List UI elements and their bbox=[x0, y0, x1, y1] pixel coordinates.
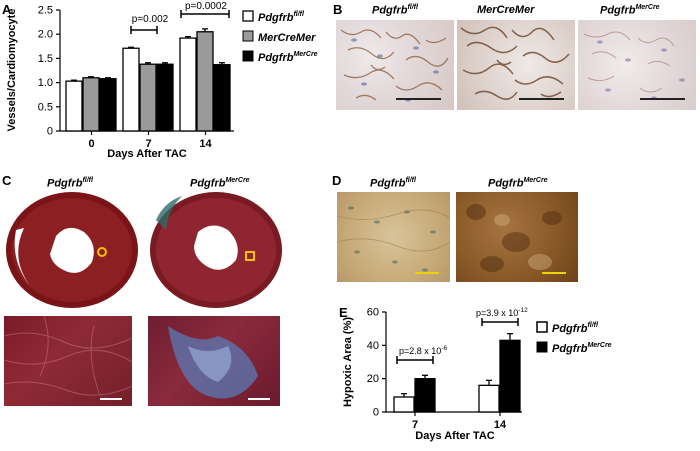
chart-e-xtick-label: 14 bbox=[494, 419, 507, 431]
micrograph-d-fl-texture bbox=[337, 206, 450, 272]
chart-a-xlabel: Days After TAC bbox=[107, 148, 187, 160]
legend-e-label-1: PdgfrbMerCre bbox=[552, 342, 612, 355]
chart-e-xtick-label: 7 bbox=[412, 419, 418, 431]
chart-e-bracket-7 bbox=[396, 356, 434, 364]
scalebar-b-2 bbox=[640, 98, 685, 100]
chart-a-xtick-label: 7 bbox=[145, 138, 151, 150]
scalebar-b-1 bbox=[519, 98, 564, 100]
micrograph-d-fl bbox=[337, 192, 450, 282]
chart-e-ytick-label: 20 bbox=[367, 373, 379, 385]
panel-b-label-0: Pdgfrbfl/fl bbox=[372, 4, 418, 17]
panel-c-label-0: Pdgfrbfl/fl bbox=[47, 177, 93, 190]
scalebar-d-1 bbox=[542, 272, 566, 274]
chart-a-bar bbox=[139, 63, 157, 132]
chart-a-bar bbox=[99, 78, 117, 132]
panel-d-label-1: PdgfrbMerCre bbox=[488, 177, 548, 190]
scalebar-c-0 bbox=[100, 398, 122, 400]
legend-e-swatch-1 bbox=[536, 341, 548, 353]
micrograph-d-mcr bbox=[456, 192, 578, 282]
chart-e-ylabel: Hypoxic Area (%) bbox=[342, 317, 354, 407]
legend-a-swatch-1 bbox=[242, 30, 254, 42]
chart-e: 0 20 40 60 7 14 Hypoxic Area (%) Days After … bbox=[342, 307, 612, 443]
chart-a-bar bbox=[213, 64, 231, 132]
chart-a-xtick-label: 14 bbox=[199, 138, 212, 150]
chart-a-bar bbox=[179, 37, 197, 132]
chart-e-bar bbox=[393, 396, 415, 413]
panel-letter-b: B bbox=[333, 2, 343, 17]
chart-a-annotation-7: p=0.002 bbox=[132, 14, 169, 25]
chart-e-annotation-14: p=3.9 x 10-12 bbox=[476, 307, 528, 318]
chart-a-ytick-label: 2.0 bbox=[38, 29, 53, 41]
panel-d-label-0: Pdgfrbfl/fl bbox=[370, 177, 416, 190]
chart-a-ytick-label: 0.5 bbox=[38, 101, 53, 113]
legend-a-swatch-2 bbox=[242, 50, 254, 62]
chart-e-xlabel: Days After TAC bbox=[415, 430, 495, 442]
chart-e-legend: Pdgfrbfl/fl PdgfrbMerCre bbox=[536, 321, 612, 355]
chart-a-annotation-14: p=0.0002 bbox=[185, 1, 227, 12]
chart-a-ytick-label: 1.0 bbox=[38, 77, 53, 89]
heart-section-fl bbox=[6, 192, 138, 308]
chart-a-bar bbox=[196, 31, 214, 132]
chart-a-bracket-7 bbox=[130, 26, 158, 34]
heart-section-mcr bbox=[150, 192, 282, 308]
micrograph-b-mcr bbox=[578, 20, 696, 110]
chart-a-ylabel: Vessels/Cardiomyocyte bbox=[6, 9, 18, 132]
panel-b-label-2: PdgfrbMerCre bbox=[600, 4, 660, 17]
legend-e-label-0: Pdgfrbfl/fl bbox=[552, 322, 599, 335]
micrograph-d-mcr-texture bbox=[466, 204, 562, 272]
micrograph-c-fl bbox=[4, 316, 132, 406]
panel-letter-e: E bbox=[339, 305, 348, 320]
chart-e-annotation-7: p=2.8 x 10-6 bbox=[399, 345, 447, 356]
panel-c-label-1: PdgfrbMerCre bbox=[190, 177, 250, 190]
chart-a-bracket-14 bbox=[180, 10, 230, 18]
chart-a-xtick-label: 0 bbox=[88, 138, 94, 150]
chart-e-bar bbox=[414, 378, 436, 413]
panel-b-label-1: MerCreMer bbox=[477, 4, 535, 16]
chart-e-ytick-label: 0 bbox=[373, 407, 379, 419]
chart-a: 0 0.5 1.0 1.5 2.0 2.5 0 7 14 Vessels/Cardiomyoc… bbox=[6, 1, 318, 160]
scalebar-c-1 bbox=[248, 398, 270, 400]
chart-a-ytick-label: 1.5 bbox=[38, 53, 53, 65]
chart-e-bar bbox=[499, 339, 521, 413]
scalebar-d-0 bbox=[415, 272, 439, 274]
legend-a-label-2: PdgfrbMerCre bbox=[258, 51, 318, 64]
chart-e-bracket-14 bbox=[481, 318, 519, 326]
micrograph-c-mcr bbox=[148, 316, 280, 406]
chart-a-bar bbox=[82, 77, 100, 132]
legend-e-swatch-0 bbox=[536, 321, 548, 333]
chart-a-bar bbox=[122, 47, 140, 132]
chart-a-legend: Pdgfrbfl/fl MerCreMer PdgfrbMerCre bbox=[242, 10, 318, 64]
panel-letter-d: D bbox=[332, 173, 342, 188]
micrograph-b-mcr-texture bbox=[583, 31, 685, 100]
chart-a-ytick-label: 0 bbox=[47, 126, 53, 138]
chart-e-ytick-label: 60 bbox=[367, 307, 379, 319]
legend-a-label-1: MerCreMer bbox=[258, 32, 316, 44]
chart-e-ytick-label: 40 bbox=[367, 340, 379, 352]
micrograph-b-mcm-texture bbox=[460, 26, 570, 100]
scalebar-b-0 bbox=[396, 98, 441, 100]
micrograph-c-fl-texture bbox=[4, 316, 132, 397]
panel-letter-c: C bbox=[2, 173, 12, 188]
chart-a-ytick-label: 2.5 bbox=[38, 5, 53, 17]
chart-e-bar bbox=[478, 384, 500, 413]
legend-a-label-0: Pdgfrbfl/fl bbox=[258, 11, 305, 24]
micrograph-b-fl bbox=[336, 20, 454, 110]
chart-a-bar bbox=[156, 63, 174, 132]
micrograph-b-fl-texture bbox=[340, 29, 449, 102]
micrograph-c-mcr-texture bbox=[168, 326, 258, 399]
chart-a-bar bbox=[65, 80, 83, 132]
legend-a-swatch-0 bbox=[242, 10, 254, 22]
panel-letter-a: A bbox=[2, 2, 12, 17]
micrograph-b-mcm bbox=[457, 20, 575, 110]
